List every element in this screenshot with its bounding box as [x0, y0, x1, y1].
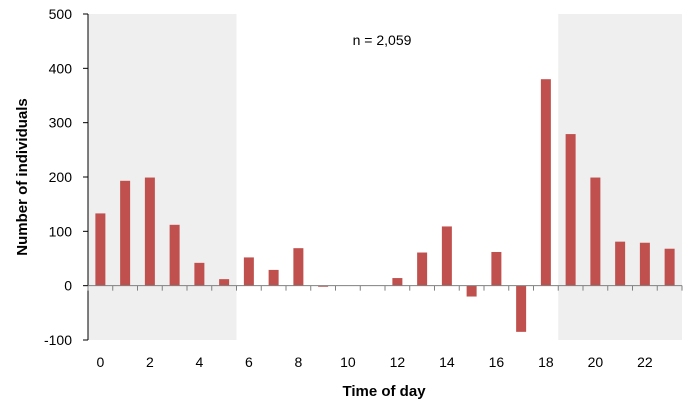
x-tick-labels: 0 2 4 6 8 10 12 14 16 18 20 22	[96, 354, 652, 370]
y-tick-label-0: 0	[64, 278, 72, 294]
x-tick-label-14: 14	[439, 354, 455, 370]
x-tick-label-22: 22	[637, 354, 653, 370]
y-tick-label-500: 500	[49, 6, 73, 22]
x-tick-label-2: 2	[146, 354, 154, 370]
y-tick-label-300: 300	[49, 115, 73, 131]
bar-2	[144, 177, 155, 286]
y-tick-labels: -100 0 100 200 300 400 500	[44, 6, 72, 348]
x-tick-label-10: 10	[340, 354, 356, 370]
bar-17	[516, 285, 527, 332]
bar-1	[120, 180, 131, 286]
x-tick-label-4: 4	[195, 354, 203, 370]
bar-6	[243, 257, 254, 286]
x-tick-label-8: 8	[294, 354, 302, 370]
bar-4	[194, 262, 205, 286]
bar-23	[664, 248, 675, 286]
bar-13	[417, 252, 428, 286]
shaded-region-0	[88, 14, 237, 340]
bar-22	[639, 242, 650, 286]
axes	[83, 13, 683, 341]
bar-9	[318, 285, 329, 287]
bar-15	[466, 285, 477, 297]
bar-14	[441, 226, 452, 286]
bars	[95, 79, 675, 332]
shaded-regions	[88, 14, 682, 340]
bar-19	[565, 134, 576, 286]
shaded-region-1	[558, 14, 682, 340]
x-tick-label-12: 12	[390, 354, 406, 370]
bar-5	[219, 279, 230, 286]
x-axis-title: Time of day	[342, 383, 426, 400]
bar-7	[268, 269, 279, 286]
bar-18	[540, 79, 551, 286]
bar-16	[491, 251, 502, 286]
y-tick-label-200: 200	[49, 169, 73, 185]
bar-0	[95, 213, 106, 286]
x-tick-label-20: 20	[588, 354, 604, 370]
y-axis-title: Number of individuals	[14, 98, 31, 256]
bar-3	[169, 224, 180, 286]
sample-size-annotation: n = 2,059	[353, 32, 412, 48]
y-tick-label-400: 400	[49, 60, 73, 76]
y-tick-label--100: -100	[44, 332, 72, 348]
y-tick-label-100: 100	[49, 223, 73, 239]
x-tick-label-16: 16	[489, 354, 505, 370]
x-tick-label-6: 6	[245, 354, 253, 370]
bar-8	[293, 248, 304, 286]
x-tick-label-0: 0	[96, 354, 104, 370]
bar-20	[590, 177, 601, 286]
bar-12	[392, 278, 403, 286]
x-tick-label-18: 18	[538, 354, 554, 370]
bar-21	[615, 241, 626, 286]
